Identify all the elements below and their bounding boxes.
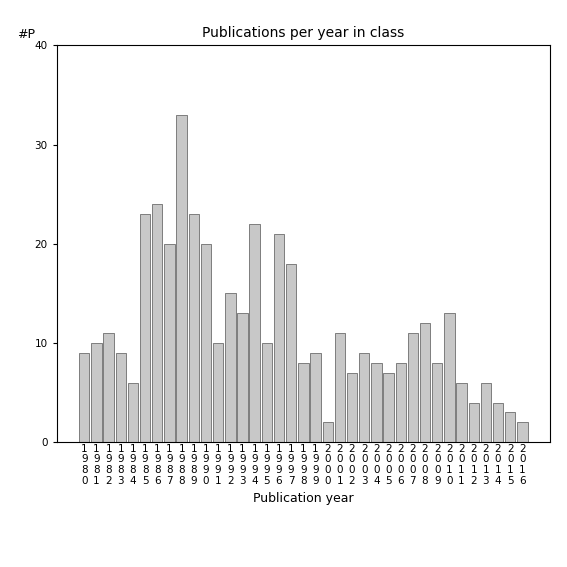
Bar (140, 214, 150, 442)
Bar (456, 383, 467, 442)
Bar (468, 403, 479, 442)
Bar (103, 333, 114, 442)
Bar (310, 353, 321, 442)
Bar (176, 115, 187, 442)
Bar (347, 373, 357, 442)
Bar (359, 353, 369, 442)
Bar (481, 383, 491, 442)
Bar (420, 323, 430, 442)
Bar (383, 373, 393, 442)
Bar (225, 294, 235, 442)
Bar (505, 413, 515, 442)
Bar (201, 244, 211, 442)
Bar (298, 363, 308, 442)
Bar (116, 353, 126, 442)
Bar (128, 383, 138, 442)
Bar (213, 343, 223, 442)
Bar (493, 403, 503, 442)
Bar (396, 363, 406, 442)
Bar (323, 422, 333, 442)
Bar (261, 343, 272, 442)
X-axis label: Publication year: Publication year (253, 492, 354, 505)
Bar (238, 313, 248, 442)
Title: Publications per year in class: Publications per year in class (202, 26, 404, 40)
Bar (371, 363, 382, 442)
Bar (444, 313, 455, 442)
Bar (249, 224, 260, 442)
Bar (517, 422, 527, 442)
Bar (164, 244, 175, 442)
Bar (335, 333, 345, 442)
Bar (408, 333, 418, 442)
Bar (274, 234, 284, 442)
Bar (79, 353, 90, 442)
Text: #P: #P (17, 28, 35, 41)
Bar (189, 214, 199, 442)
Bar (152, 204, 163, 442)
Bar (432, 363, 442, 442)
Bar (91, 343, 101, 442)
Bar (286, 264, 297, 442)
